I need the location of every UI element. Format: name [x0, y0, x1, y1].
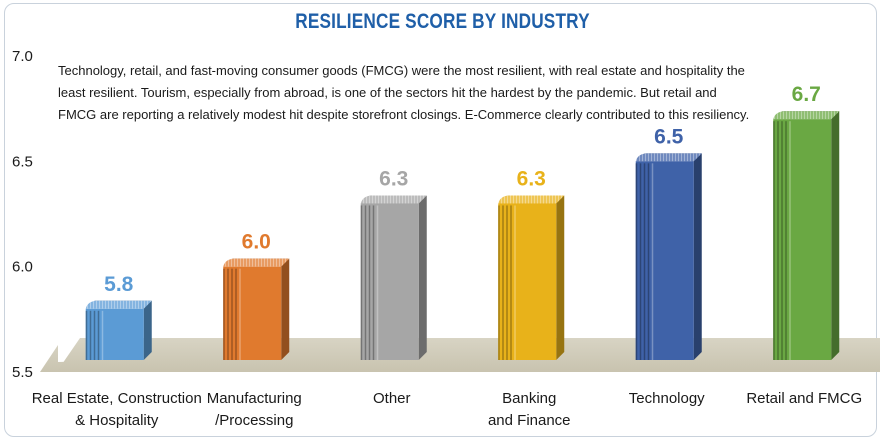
- bar-bevel-line: [372, 205, 375, 360]
- bar-bevel-line: [85, 310, 88, 360]
- bar-bevel-line: [231, 268, 233, 360]
- bar-5: [773, 111, 840, 360]
- value-label: 6.3: [517, 167, 546, 190]
- value-label: 5.8: [104, 273, 134, 296]
- category-label: Other: [373, 390, 411, 407]
- bar-0: [85, 300, 152, 360]
- bar-top-texture: [635, 153, 702, 162]
- bar-front-face: [223, 266, 282, 360]
- bar-top-texture: [773, 111, 840, 120]
- bar-bevel-line: [502, 205, 504, 360]
- bar-highlight-line: [101, 310, 104, 360]
- bar-bevel-line: [364, 205, 367, 360]
- bar-bevel-line: [647, 163, 650, 360]
- bar-bevel-line: [360, 205, 363, 360]
- bar-front-face: [85, 308, 144, 360]
- category-label: Banking: [502, 390, 556, 407]
- category-label: Retail and FMCG: [746, 390, 862, 407]
- bar-bevel-line: [97, 310, 100, 360]
- bar-front-face: [360, 203, 419, 360]
- bar-bevel-line: [89, 310, 92, 360]
- value-label: 6.5: [654, 125, 684, 148]
- bar-side-face: [781, 111, 840, 360]
- bar-bevel-line: [510, 205, 512, 360]
- bar-side-face: [231, 258, 290, 360]
- category-label: Technology: [629, 390, 705, 407]
- bar-side-face: [368, 195, 427, 360]
- bar-2: [360, 195, 427, 360]
- bar-1: [223, 258, 290, 360]
- category-label: /Processing: [215, 412, 293, 429]
- bar-4: [635, 153, 702, 360]
- bar-bevel-line: [643, 163, 646, 360]
- chart-floor-top: [58, 338, 880, 370]
- category-label: Real Estate, Construction: [32, 390, 202, 407]
- bar-front-face: [773, 119, 832, 360]
- bar-bevel-line: [639, 163, 642, 360]
- bar-side-face: [506, 195, 565, 360]
- bar-side-face: [93, 300, 152, 360]
- bar-bevel-line: [506, 205, 508, 360]
- chart-title: RESILIENCE SCORE BY INDUSTRY: [295, 10, 590, 33]
- bar-top-texture: [360, 195, 427, 204]
- bar-top-texture: [85, 300, 152, 309]
- bar-bevel-line: [777, 121, 779, 360]
- category-label: & Hospitality: [75, 412, 159, 429]
- y-tick-label: 6.0: [12, 259, 33, 276]
- bar-front-face: [498, 203, 557, 360]
- bar-bevel-line: [781, 121, 783, 360]
- bar-bevel-line: [93, 310, 96, 360]
- bar-highlight-line: [651, 163, 654, 360]
- bar-side-face: [643, 153, 702, 360]
- bar-bevel-line: [235, 268, 237, 360]
- y-tick-label: 7.0: [12, 48, 33, 65]
- bar-front-face: [635, 161, 694, 360]
- bar-bevel-line: [635, 163, 638, 360]
- value-label: 6.3: [379, 167, 408, 190]
- bar-top-texture: [223, 258, 290, 267]
- bar-highlight-line: [376, 205, 379, 360]
- bar-3: [498, 195, 565, 360]
- y-tick-label: 6.5: [12, 153, 33, 170]
- category-label: Manufacturing: [207, 390, 302, 407]
- chart-annotation: Technology, retail, and fast-moving cons…: [58, 63, 750, 122]
- bar-bevel-line: [227, 268, 229, 360]
- bar-top-texture: [498, 195, 565, 204]
- bar-highlight-line: [239, 268, 241, 360]
- value-label: 6.7: [792, 83, 821, 106]
- y-tick-label: 5.5: [12, 364, 33, 381]
- category-label: and Finance: [488, 412, 571, 429]
- bar-bevel-line: [498, 205, 500, 360]
- value-label: 6.0: [242, 231, 271, 254]
- bar-highlight-line: [514, 205, 516, 360]
- bar-bevel-line: [223, 268, 225, 360]
- bar-bevel-line: [368, 205, 371, 360]
- bar-highlight-line: [789, 121, 791, 360]
- bar-bevel-line: [785, 121, 787, 360]
- bar-bevel-line: [773, 121, 775, 360]
